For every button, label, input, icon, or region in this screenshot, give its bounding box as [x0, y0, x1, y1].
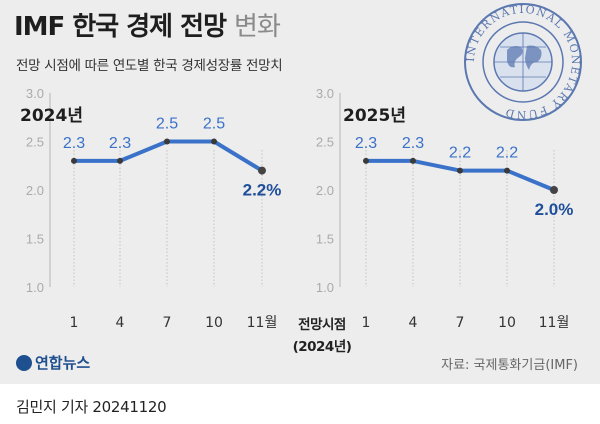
x-tick-label: 4 [116, 315, 125, 331]
data-label: 2.2 [496, 145, 518, 162]
data-point [258, 166, 266, 175]
y-tick-label: 2.5 [316, 135, 334, 150]
x-tick-label: 10 [498, 315, 516, 331]
data-label: 2.5 [156, 116, 178, 133]
byline: 김민지 기자 20241120 [16, 398, 167, 416]
y-tick-label: 1.5 [316, 232, 334, 247]
data-point [117, 157, 123, 164]
y-tick-label: 3.0 [316, 86, 334, 101]
y-tick-label: 2.5 [26, 135, 44, 150]
data-label: 2.3 [109, 135, 131, 152]
title-light: 변화 [234, 12, 281, 42]
charts-svg: INTERNATIONAL MONETARY FUND 1.0 1.5 2.0 2.5… [20, 3, 582, 331]
source-note: 자료: 국제통화기금(IMF) [441, 358, 578, 373]
x-tick-label: 10 [205, 315, 223, 331]
logo-text: 연합뉴스 [35, 354, 91, 372]
page-title: IMF 한국 경제 전망 변화 [14, 6, 281, 43]
x-tick-label: 7 [456, 315, 465, 331]
data-point [550, 186, 558, 194]
data-label: 2.5 [203, 116, 225, 133]
data-label: 2.3 [63, 135, 85, 152]
yonhap-logo: 연합뉴스 [16, 352, 90, 373]
x-tick-label: 4 [409, 315, 418, 331]
panel-title: 2025년 [343, 106, 406, 126]
y-tick-label: 2.0 [26, 183, 44, 198]
data-point [211, 138, 217, 145]
chart-panel-2: 1.0 1.5 2.0 2.5 3.0 2025년 2.3 2.3 2.2 2.2 2.0% 1 4 7 1… [316, 86, 573, 331]
y-tick-label: 3.0 [26, 86, 44, 101]
x-axis-title-line1: 전망시점 [298, 317, 346, 333]
emblem-globe-grid [494, 33, 552, 91]
title-bold: IMF 한국 경제 전망 [14, 12, 227, 42]
x-tick-label: 1 [70, 315, 79, 331]
data-point [363, 157, 369, 164]
x-tick-label: 1 [362, 315, 371, 331]
y-tick-label: 2.0 [316, 183, 334, 198]
data-label: 2.0% [535, 200, 574, 219]
emblem-inner-ring [482, 21, 564, 103]
x-tick-label: 7 [163, 315, 172, 331]
chart-panel-1: 1.0 1.5 2.0 2.5 3.0 2024년 2.3 2.3 2.5 2.5 2.2% 1 4 7 1… [20, 86, 281, 331]
series-line [74, 139, 264, 173]
data-point [410, 157, 416, 164]
y-tick-label: 1.0 [26, 280, 44, 295]
x-axis-title: 전망시점 (2024년) [282, 314, 362, 358]
emblem-outer-ring [464, 3, 582, 121]
emblem-continents [507, 45, 542, 70]
x-tick-label: 11월 [247, 315, 278, 331]
x-tick-label: 11월 [539, 315, 570, 331]
yonhap-logo-icon [16, 355, 32, 371]
data-point [71, 157, 77, 164]
data-label: 2.2% [243, 181, 282, 200]
panel-title: 2024년 [20, 106, 83, 126]
y-tick-label: 1.5 [26, 232, 44, 247]
data-label: 2.3 [402, 135, 424, 152]
data-point [164, 138, 170, 145]
data-label: 2.3 [355, 135, 377, 152]
y-tick-label: 1.0 [316, 280, 334, 295]
data-label: 2.2 [449, 145, 471, 162]
x-axis-title-line2: (2024년) [292, 339, 352, 355]
imf-emblem: INTERNATIONAL MONETARY FUND [464, 3, 582, 121]
page-subtitle: 전망 시점에 따른 연도별 한국 경제성장률 전망치 [16, 58, 283, 74]
data-point [504, 167, 510, 174]
data-point [457, 167, 463, 174]
